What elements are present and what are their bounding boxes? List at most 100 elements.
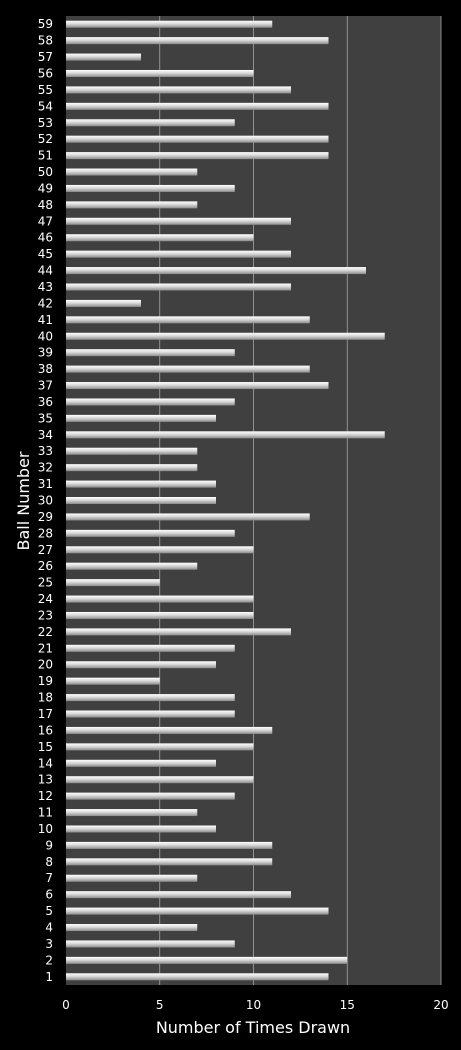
y-tick-label-23: 23 <box>38 608 53 622</box>
y-tick-label-22: 22 <box>38 625 53 639</box>
y-tick-label-46: 46 <box>38 231 53 245</box>
bar-ball-56 <box>66 69 254 77</box>
bar-ball-47 <box>66 217 291 225</box>
bar-ball-41 <box>66 316 310 324</box>
bar-ball-40 <box>66 332 385 340</box>
bar-ball-44 <box>66 267 366 275</box>
bar-ball-26 <box>66 562 198 570</box>
y-tick-label-18: 18 <box>38 691 53 705</box>
x-axis-tick-labels: 0 5 10 15 20 <box>62 998 448 1012</box>
y-tick-label-42: 42 <box>38 296 53 310</box>
y-tick-label-43: 43 <box>38 280 53 294</box>
y-tick-label-19: 19 <box>38 674 53 688</box>
bar-ball-22 <box>66 628 291 636</box>
bar-ball-21 <box>66 644 235 652</box>
y-tick-label-12: 12 <box>38 789 53 803</box>
y-tick-label-3: 3 <box>45 937 53 951</box>
bar-ball-51 <box>66 152 329 160</box>
y-tick-label-26: 26 <box>38 559 53 573</box>
bar-ball-16 <box>66 726 273 734</box>
y-tick-label-47: 47 <box>38 214 53 228</box>
y-tick-label-8: 8 <box>45 855 53 869</box>
y-tick-label-10: 10 <box>38 822 53 836</box>
bar-ball-30 <box>66 497 216 504</box>
gridlines <box>159 16 442 985</box>
y-tick-label-27: 27 <box>38 543 53 557</box>
y-tick-label-21: 21 <box>38 641 53 655</box>
y-tick-label-35: 35 <box>38 411 53 425</box>
y-tick-label-24: 24 <box>38 592 53 606</box>
bar-ball-52 <box>66 135 329 143</box>
y-tick-label-38: 38 <box>38 362 53 376</box>
y-tick-label-32: 32 <box>38 461 53 475</box>
x-tick-label-10: 10 <box>246 998 261 1012</box>
y-axis-tick-labels: 1234567891011121314151617181920212223242… <box>38 17 53 984</box>
bar-ball-8 <box>66 858 273 866</box>
y-tick-label-14: 14 <box>38 756 53 770</box>
y-tick-label-49: 49 <box>38 181 53 195</box>
bar-ball-1 <box>66 973 329 981</box>
bar-ball-58 <box>66 37 329 45</box>
bar-ball-24 <box>66 595 254 603</box>
y-tick-label-45: 45 <box>38 247 53 261</box>
y-tick-label-15: 15 <box>38 740 53 754</box>
bar-ball-35 <box>66 414 216 422</box>
bar-ball-48 <box>66 201 198 209</box>
y-tick-label-51: 51 <box>38 149 53 163</box>
bar-ball-18 <box>66 694 235 702</box>
y-tick-label-41: 41 <box>38 313 53 327</box>
bar-ball-23 <box>66 611 254 619</box>
bar-ball-29 <box>66 513 310 521</box>
x-tick-label-15: 15 <box>340 998 355 1012</box>
bar-ball-25 <box>66 579 160 587</box>
y-tick-label-59: 59 <box>38 17 53 31</box>
bar-ball-27 <box>66 546 254 554</box>
bar-ball-2 <box>66 956 348 964</box>
y-tick-label-6: 6 <box>45 888 53 902</box>
y-tick-label-11: 11 <box>38 806 53 820</box>
y-tick-label-7: 7 <box>45 871 53 885</box>
bar-ball-55 <box>66 86 291 94</box>
y-tick-label-50: 50 <box>38 165 53 179</box>
y-tick-label-33: 33 <box>38 444 53 458</box>
y-tick-label-13: 13 <box>38 773 53 787</box>
bar-ball-49 <box>66 184 235 192</box>
x-tick-label-20: 20 <box>433 998 448 1012</box>
bar-ball-7 <box>66 874 198 882</box>
y-tick-label-37: 37 <box>38 379 53 393</box>
y-tick-label-36: 36 <box>38 395 53 409</box>
y-tick-label-40: 40 <box>38 329 53 343</box>
bar-ball-36 <box>66 398 235 406</box>
y-tick-label-34: 34 <box>38 428 53 442</box>
bar-ball-39 <box>66 349 235 357</box>
bar-ball-15 <box>66 743 254 751</box>
bar-ball-6 <box>66 891 291 899</box>
bar-ball-31 <box>66 480 216 488</box>
bar-ball-19 <box>66 677 160 685</box>
bar-ball-14 <box>66 759 216 767</box>
y-tick-label-5: 5 <box>45 904 53 918</box>
bar-ball-33 <box>66 447 198 455</box>
bar-ball-12 <box>66 792 235 800</box>
x-tick-label-0: 0 <box>62 998 70 1012</box>
bar-ball-37 <box>66 382 329 390</box>
y-tick-label-54: 54 <box>38 99 53 113</box>
y-tick-label-2: 2 <box>45 953 53 967</box>
bar-ball-20 <box>66 661 216 669</box>
bar-ball-45 <box>66 250 291 258</box>
y-tick-label-16: 16 <box>38 723 53 737</box>
bar-ball-4 <box>66 924 198 932</box>
bar-ball-17 <box>66 710 235 718</box>
y-tick-label-9: 9 <box>45 838 53 852</box>
x-axis-title: Number of Times Drawn <box>156 1018 350 1037</box>
x-tick-label-5: 5 <box>156 998 164 1012</box>
y-tick-label-25: 25 <box>38 576 53 590</box>
y-tick-label-52: 52 <box>38 132 53 146</box>
y-tick-label-48: 48 <box>38 198 53 212</box>
bar-ball-57 <box>66 53 141 61</box>
bar-ball-42 <box>66 299 141 307</box>
y-tick-label-56: 56 <box>38 66 53 80</box>
bar-ball-53 <box>66 119 235 127</box>
y-tick-label-31: 31 <box>38 477 53 491</box>
